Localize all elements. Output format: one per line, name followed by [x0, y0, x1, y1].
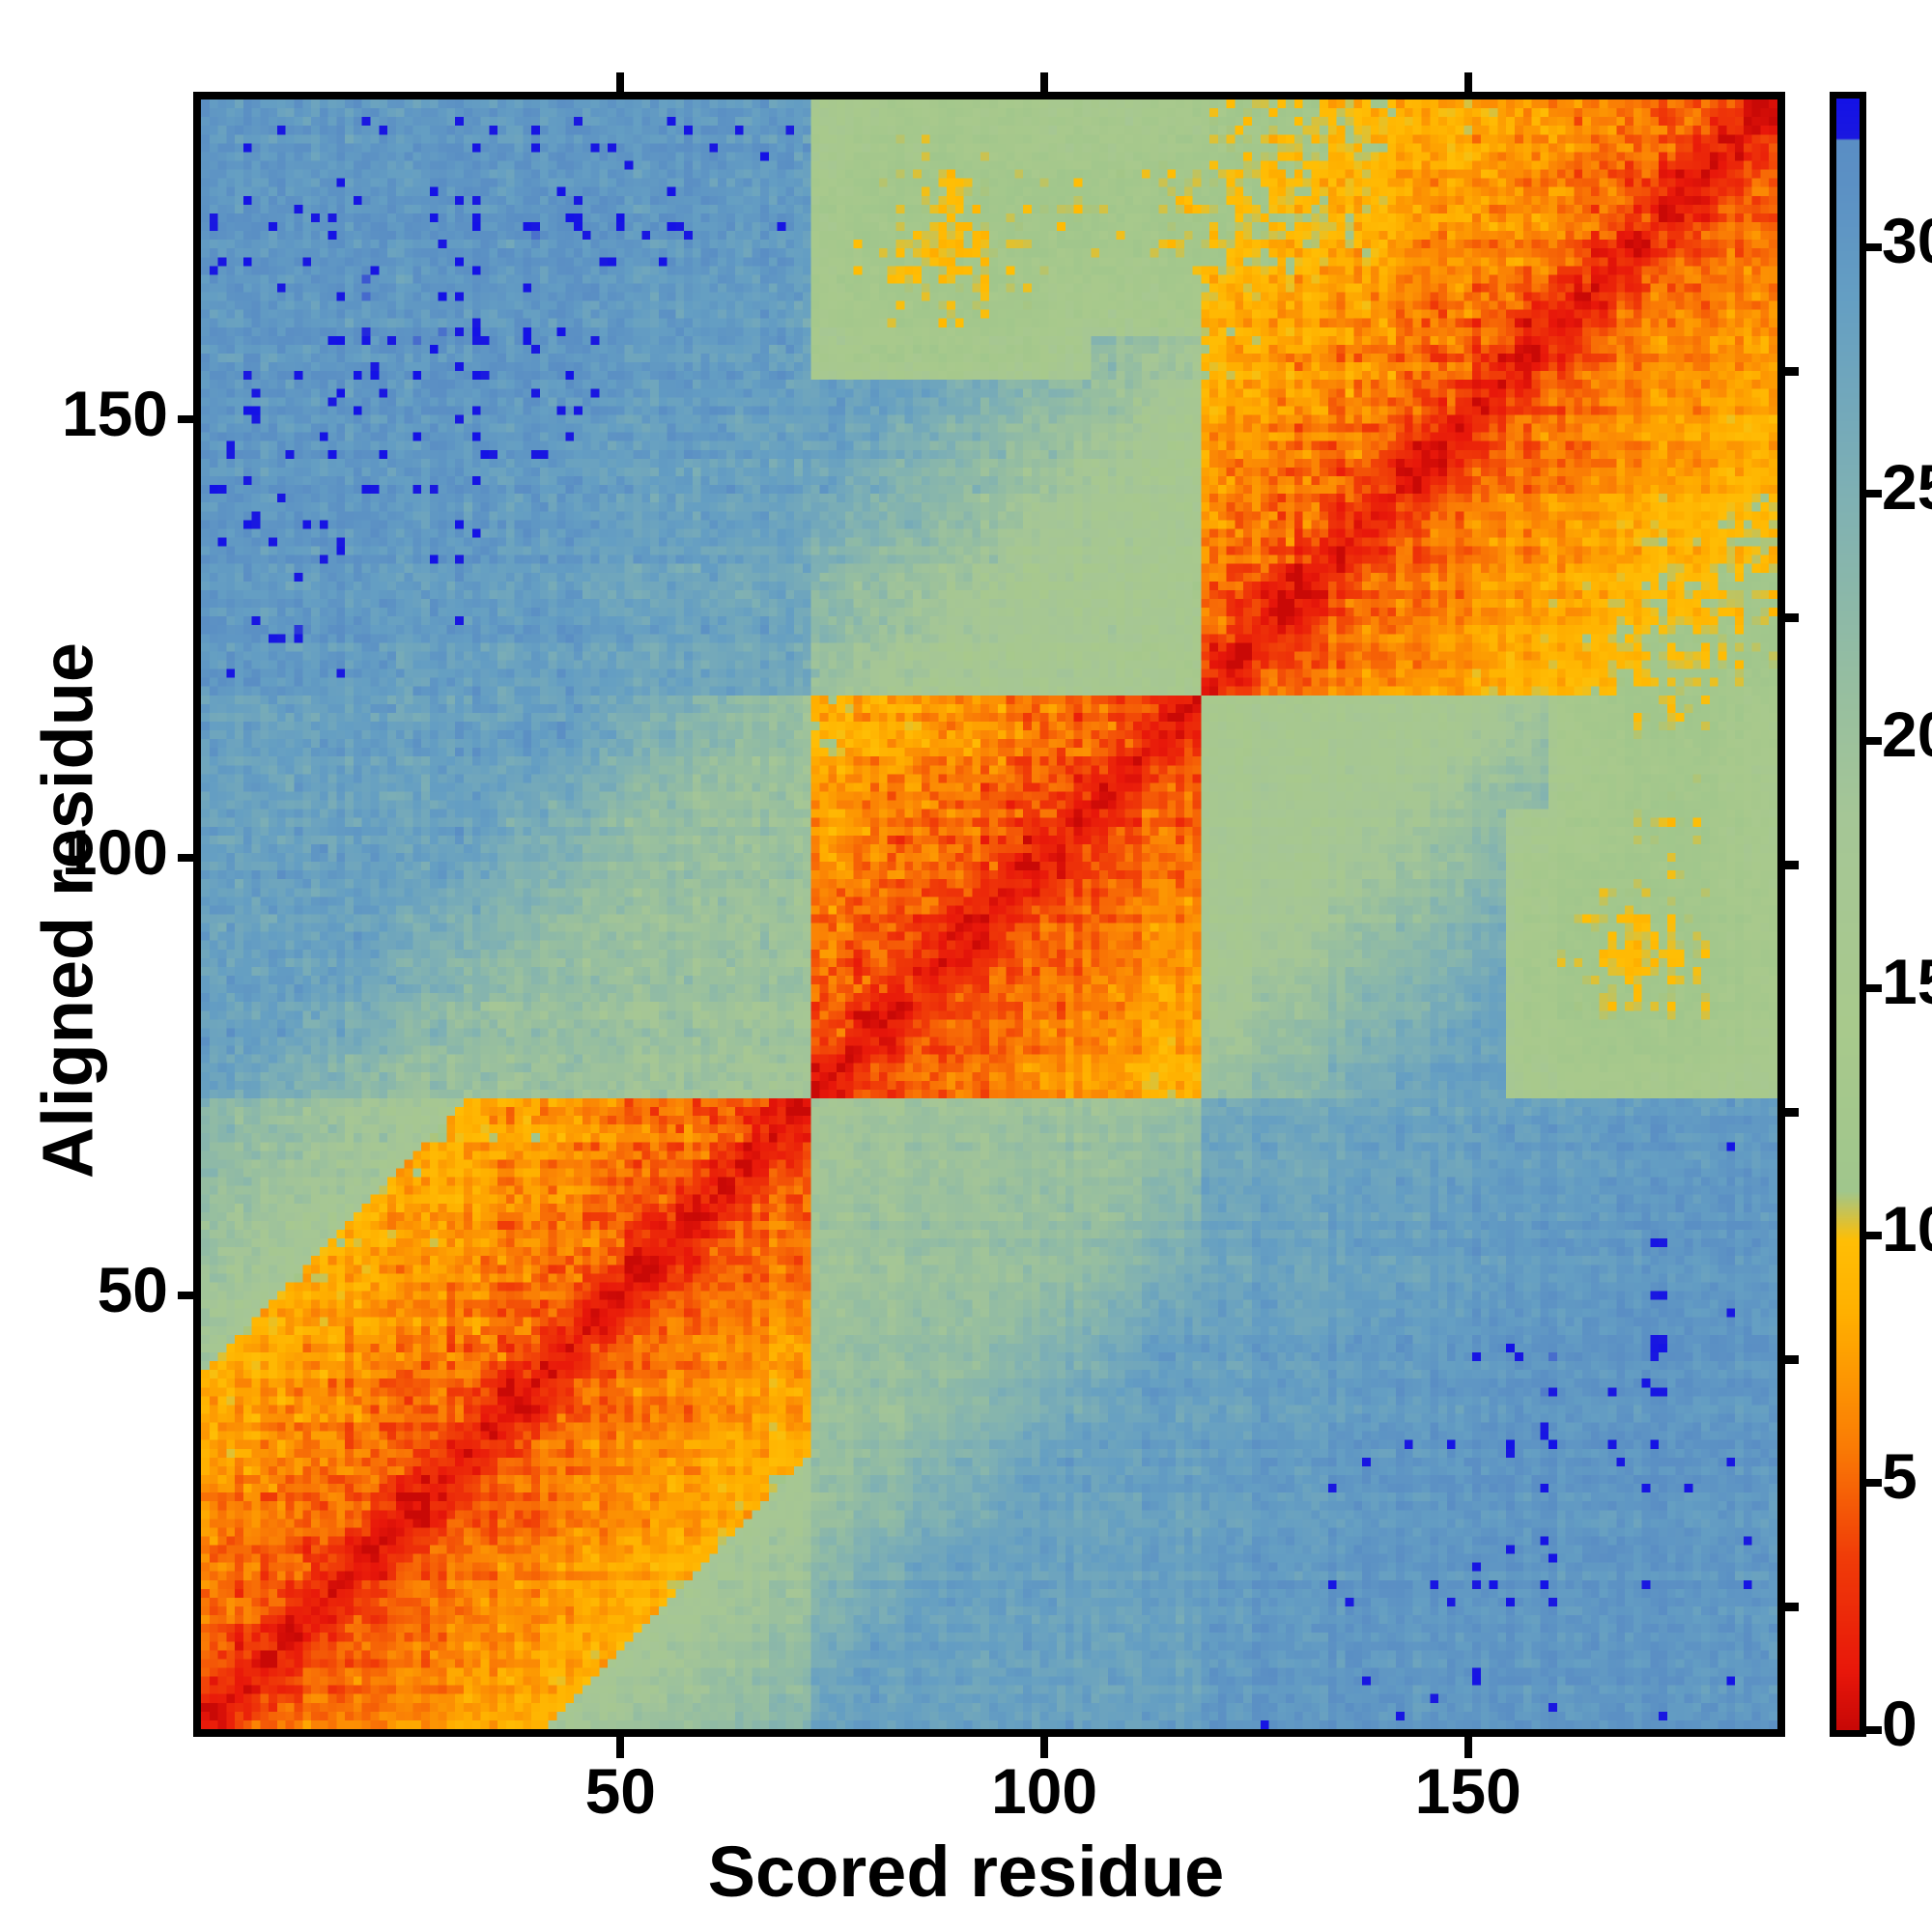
x-axis-tick-top: [1463, 72, 1472, 92]
plot-right-minor-tick: [1777, 1603, 1799, 1612]
x-axis-tick-label: 150: [1414, 1755, 1521, 1827]
y-axis-tick-label: 150: [61, 378, 168, 450]
colorbar-tick: [1866, 242, 1882, 251]
x-axis-tick: [1463, 1737, 1472, 1758]
x-axis-tick-top: [1040, 72, 1049, 92]
colorbar-tick-label: 20: [1882, 698, 1932, 771]
x-axis-tick-top: [616, 72, 625, 92]
y-axis-tick-label: 100: [61, 815, 168, 888]
colorbar-tick-label: 0: [1882, 1688, 1918, 1759]
colorbar-tick-label: 15: [1882, 946, 1932, 1018]
colorbar-tick-label: 30: [1882, 204, 1932, 276]
y-axis-tick: [178, 1292, 201, 1300]
colorbar-tick-label: 10: [1882, 1193, 1932, 1265]
x-axis-tick-label: 100: [990, 1755, 1098, 1827]
x-axis-tick: [1040, 1737, 1049, 1758]
y-axis-tick: [178, 853, 201, 862]
colorbar-tick: [1866, 984, 1882, 993]
x-axis-title: Scored residue: [707, 1832, 1225, 1912]
colorbar-tick: [1866, 490, 1882, 498]
x-axis-tick-label: 50: [584, 1755, 657, 1827]
colorbar-gradient: [1836, 99, 1860, 1730]
colorbar: 051015202530: [1830, 92, 1932, 1755]
x-axis-tick: [616, 1737, 625, 1758]
y-axis-title: Aligned residue: [27, 641, 108, 1179]
plot-right-minor-tick: [1777, 861, 1799, 870]
colorbar-tick-label: 25: [1882, 451, 1932, 524]
colorbar-tick: [1866, 1232, 1882, 1240]
plot-right-minor-tick: [1777, 1355, 1799, 1365]
plot-right-minor-tick: [1777, 366, 1799, 376]
y-axis-tick: [178, 415, 201, 424]
heatmap-plot-area: [193, 92, 1785, 1737]
colorbar-tick: [1866, 1479, 1882, 1488]
plot-right-minor-tick: [1777, 1108, 1799, 1118]
colorbar-tick: [1866, 1726, 1882, 1734]
heatmap-canvas: [201, 99, 1777, 1729]
colorbar-tick: [1866, 737, 1882, 746]
colorbar-tick-label: 5: [1882, 1440, 1918, 1513]
y-axis-tick-label: 50: [97, 1254, 168, 1326]
colorbar-box: [1830, 92, 1866, 1737]
plot-right-minor-tick: [1777, 613, 1799, 623]
